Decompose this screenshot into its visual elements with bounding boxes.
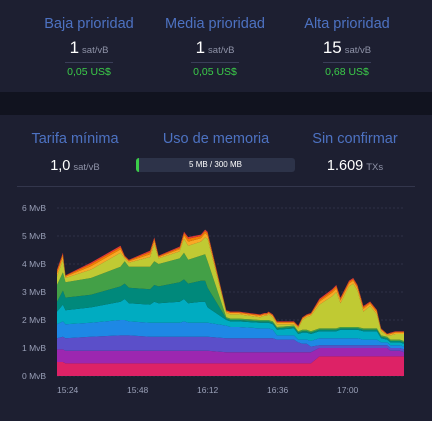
fee-medium-value: 1 — [195, 38, 206, 57]
fees-card: Baja prioridad 1 sat/vB 0,05 US$ Media pr… — [0, 0, 432, 92]
fee-high-unit: sat/vB — [344, 45, 372, 56]
min-fee-value: 1,0 — [50, 158, 71, 174]
chart-y-axis: 0 MvB 1 MvB 2 MvB 3 MvB 4 MvB 5 MvB 6 MvB — [22, 203, 46, 381]
fee-medium-fiat: 0,05 US$ — [193, 66, 237, 78]
x-tick-label: 15:48 — [127, 385, 149, 395]
x-tick-label: 17:00 — [337, 385, 359, 395]
fee-low-separator — [65, 62, 113, 63]
area-series-2 — [57, 335, 404, 353]
unconfirmed-value: 1.609 — [326, 158, 364, 174]
y-tick-label: 3 MvB — [22, 287, 46, 297]
memory-usage-bar: 5 MB / 300 MB — [136, 158, 295, 172]
min-fee-unit: sat/vB — [73, 162, 100, 173]
area-series-0 — [57, 356, 404, 376]
fee-low-value: 1 — [69, 38, 80, 57]
chart-x-axis: 15:24 15:48 16:12 16:36 17:00 — [57, 385, 359, 395]
memory-usage-text: 5 MB / 300 MB — [189, 160, 242, 169]
unconfirmed-txs: Sin confirmar 1.609 TXs — [280, 131, 430, 175]
unconfirmed-label: Sin confirmar — [312, 131, 398, 147]
fee-low-fiat: 0,05 US$ — [67, 66, 111, 78]
area-series-7 — [57, 237, 404, 341]
area-series-4 — [57, 299, 404, 347]
fee-high-value: 15 — [322, 38, 342, 57]
area-series-6 — [57, 252, 404, 343]
mempool-divider — [17, 186, 415, 187]
fee-medium-unit: sat/vB — [208, 45, 235, 56]
area-series-5 — [57, 279, 404, 344]
min-fee-label: Tarifa mínima — [31, 131, 119, 147]
fee-high: Alta prioridad 15 sat/vB 0,68 US$ — [272, 16, 422, 78]
fee-low-unit: sat/vB — [82, 45, 109, 56]
fee-medium-separator — [191, 62, 239, 63]
memory-usage: Uso de memoria — [141, 131, 291, 147]
unconfirmed-unit: TXs — [366, 162, 384, 173]
y-tick-label: 1 MvB — [22, 343, 46, 353]
y-tick-label: 6 MvB — [22, 203, 46, 213]
area-series-3 — [57, 320, 404, 350]
fee-high-separator — [323, 62, 371, 63]
y-tick-label: 2 MvB — [22, 315, 46, 325]
min-fee: Tarifa mínima 1,0 sat/vB — [0, 131, 150, 175]
y-tick-label: 0 MvB — [22, 371, 46, 381]
y-tick-label: 5 MvB — [22, 231, 46, 241]
area-series-1 — [57, 348, 404, 364]
x-tick-label: 16:36 — [267, 385, 289, 395]
fee-medium: Media prioridad 1 sat/vB 0,05 US$ — [140, 16, 290, 78]
y-tick-label: 4 MvB — [22, 259, 46, 269]
x-tick-label: 15:24 — [57, 385, 79, 395]
fee-low: Baja prioridad 1 sat/vB 0,05 US$ — [14, 16, 164, 78]
fee-low-label: Baja prioridad — [44, 16, 134, 32]
chart-areas — [57, 229, 404, 376]
fee-high-label: Alta prioridad — [304, 16, 390, 32]
memory-usage-fill — [136, 158, 139, 172]
memory-usage-label: Uso de memoria — [162, 131, 270, 147]
x-tick-label: 16:12 — [197, 385, 219, 395]
fee-medium-label: Media prioridad — [165, 16, 265, 32]
fee-high-fiat: 0,68 US$ — [325, 66, 369, 78]
